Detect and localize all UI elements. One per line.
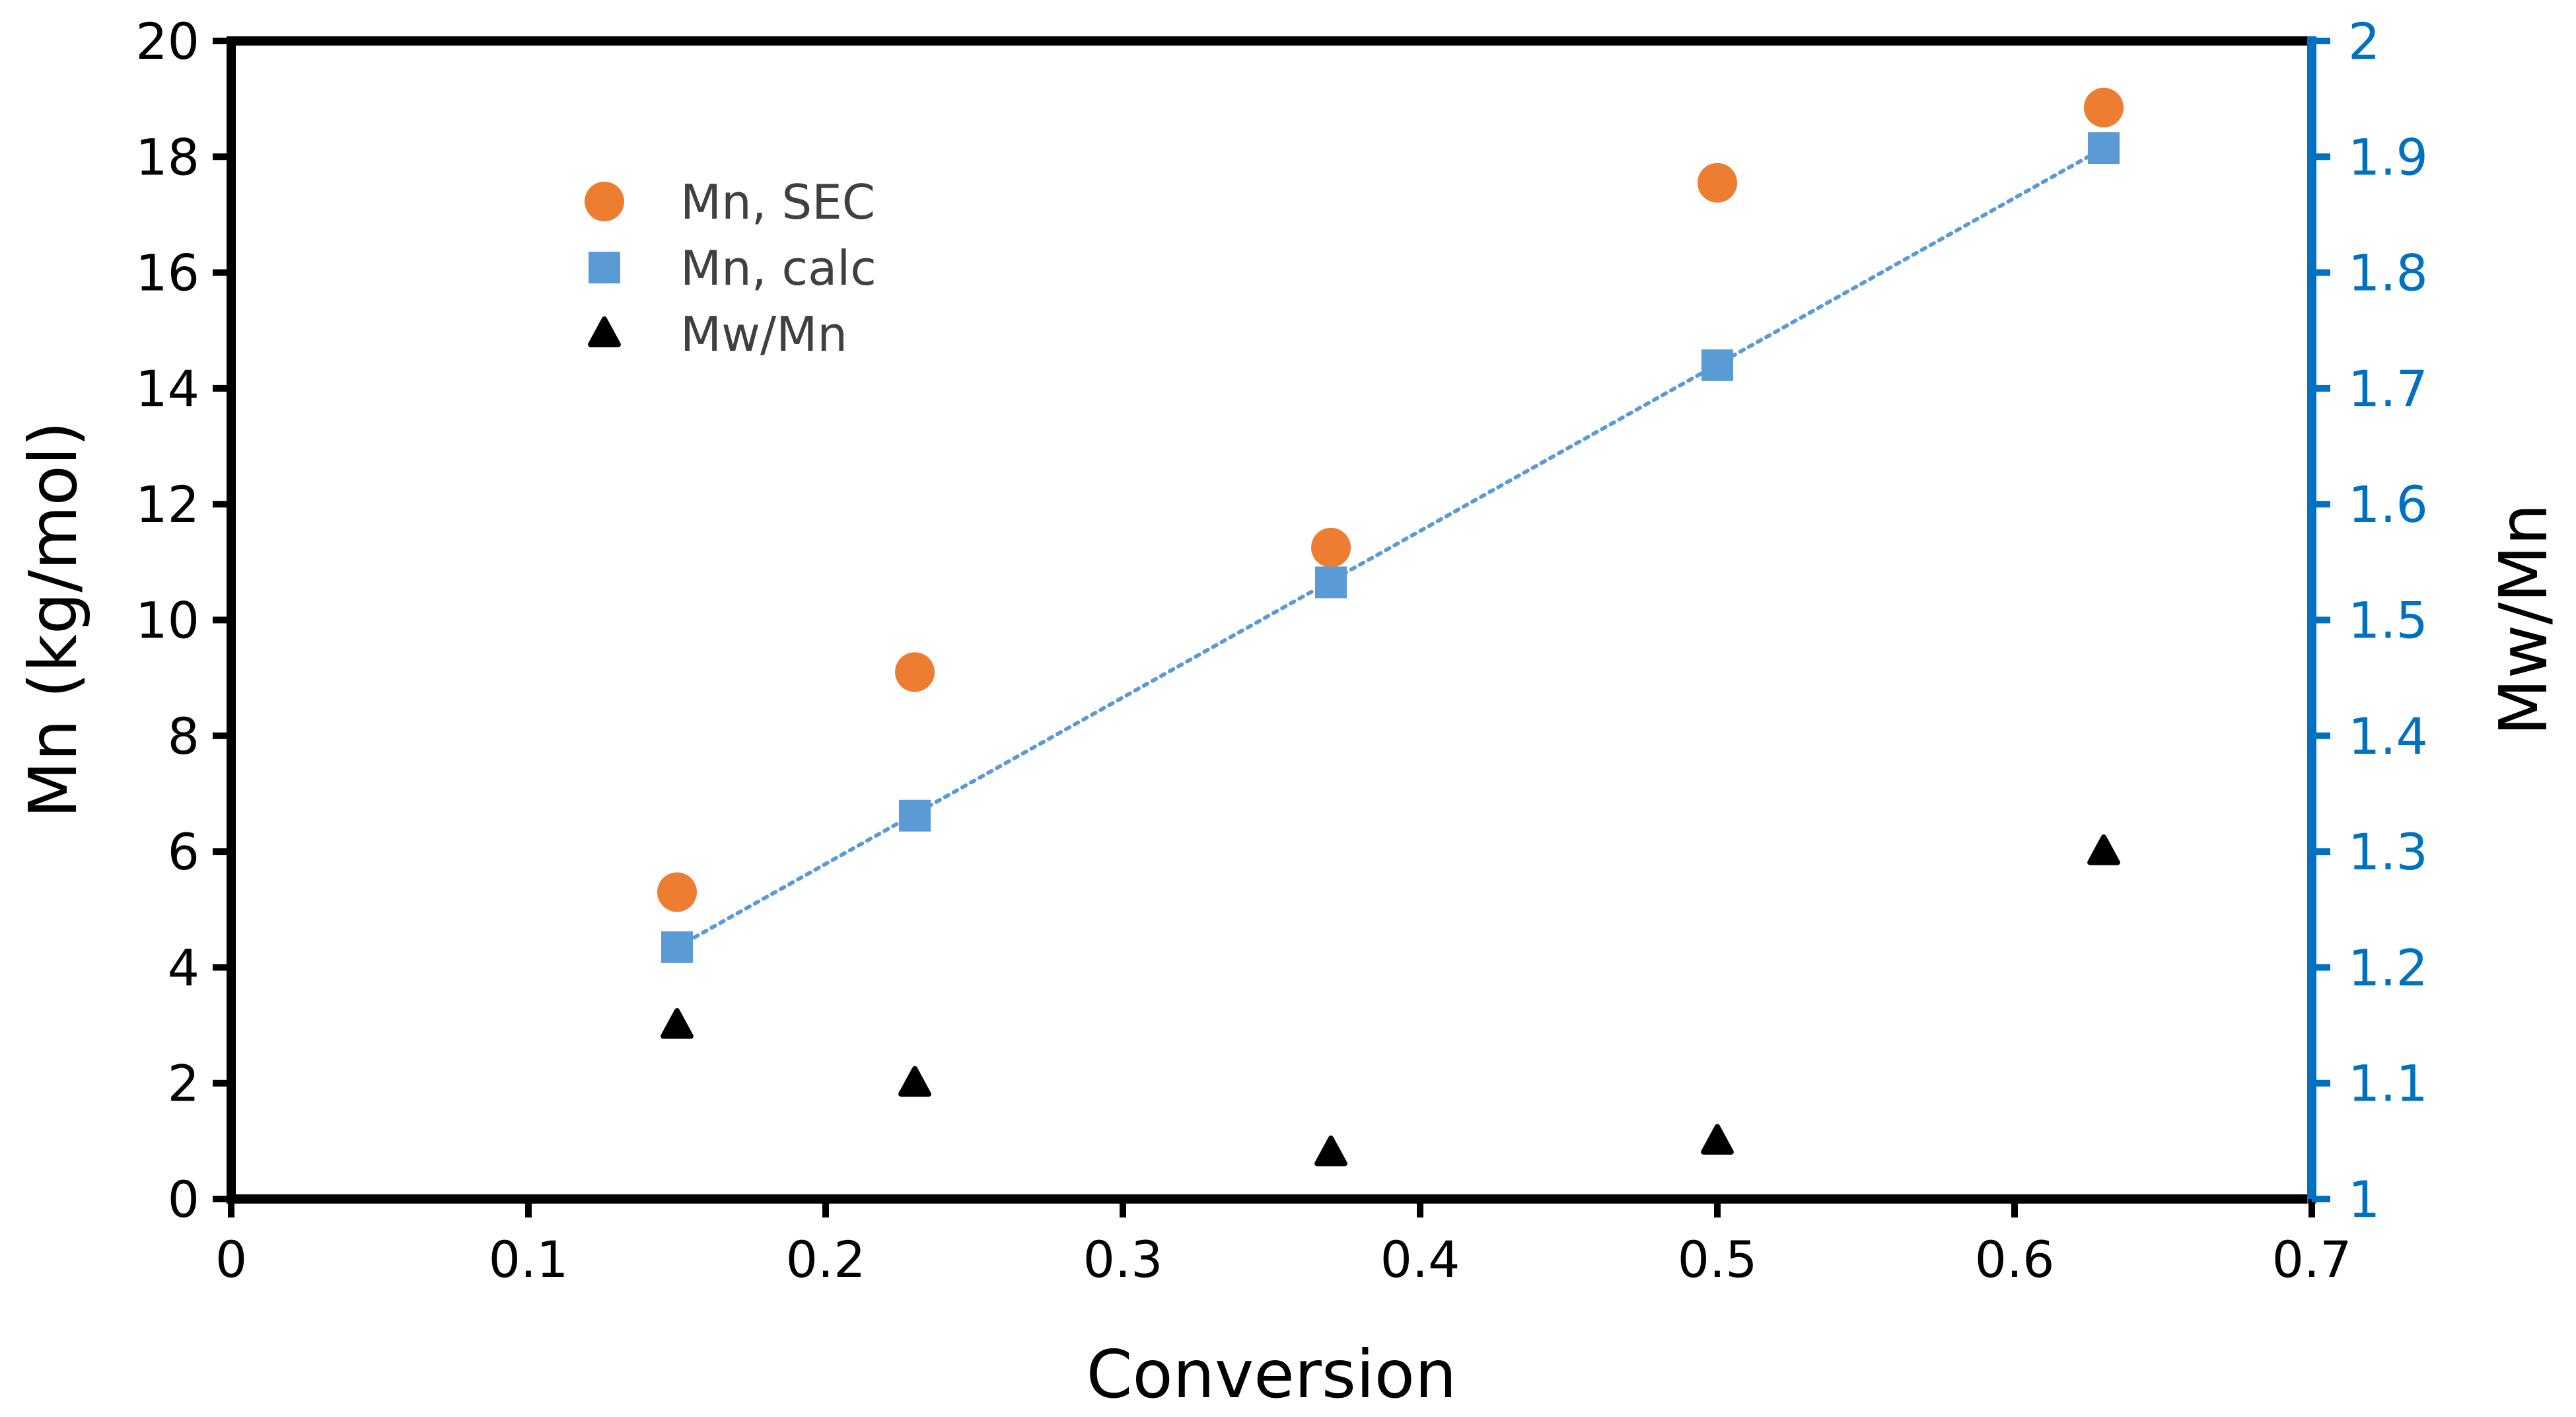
point-mn-calc [1315,566,1347,599]
y2-tick-label: 1.1 [2348,1054,2428,1113]
point-mn-calc [2088,132,2120,164]
point-mn-calc [1701,349,1733,381]
legend-marker-mw-mn [588,316,621,347]
x-tick-label: 0.6 [1975,1230,2055,1289]
y2-tick-label: 1.6 [2348,475,2428,534]
y-tick-label: 2 [168,1054,199,1113]
y2-tick-label: 1.9 [2348,127,2428,186]
trendline-mn-calc [675,146,2106,949]
y2-tick-label: 1.8 [2348,244,2428,303]
point-mn-calc [661,931,693,963]
point-mn-sec [895,652,935,692]
y-tick-label: 14 [135,359,199,418]
x-tick-label: 0.7 [2272,1230,2352,1289]
y-axis-title: Mn (kg/mol) [15,421,92,818]
x-axis-title: Conversion [1087,1336,1457,1413]
x-tick-label: 0.5 [1678,1230,1758,1289]
y2-axis-title: Mw/Mn [2485,503,2562,735]
point-mn-calc [899,799,931,832]
y-tick-label: 20 [135,12,199,71]
y-tick-label: 6 [168,822,199,881]
legend-label-mw-mn: Mw/Mn [680,307,847,362]
y-tick-label: 4 [168,938,199,997]
point-mn-sec [1311,527,1351,567]
point-mw-mn [1314,1135,1347,1167]
y-tick-label: 16 [135,244,199,303]
point-mn-sec [657,872,697,912]
y2-tick-label: 1 [2348,1170,2380,1229]
legend-label-mn-sec: Mn, SEC [680,174,875,230]
point-mw-mn [898,1066,931,1097]
point-mn-sec [1698,163,1737,203]
y-tick-label: 0 [168,1170,199,1229]
x-tick-label: 0.4 [1380,1230,1460,1289]
x-tick-label: 0.3 [1083,1230,1163,1289]
legend-marker-mn-calc [589,252,620,283]
y-tick-label: 8 [168,707,199,766]
legend-label-mn-calc: Mn, calc [680,240,877,296]
point-mw-mn [2087,834,2120,865]
x-tick-label: 0.2 [786,1230,866,1289]
y2-tick-label: 1.3 [2348,822,2428,881]
y-tick-label: 12 [135,475,199,534]
point-mw-mn [661,1008,694,1039]
x-tick-label: 0 [215,1230,247,1289]
y-tick-label: 10 [135,591,199,650]
y2-tick-label: 1.5 [2348,591,2428,650]
legend-marker-mn-sec [585,182,624,221]
x-tick-label: 0.1 [489,1230,569,1289]
y2-tick-label: 1.7 [2348,359,2428,418]
y-tick-label: 18 [135,127,199,186]
y2-tick-label: 1.2 [2348,938,2428,997]
point-mn-sec [2084,87,2124,127]
point-mw-mn [1701,1124,1734,1155]
y2-tick-label: 2 [2348,12,2380,71]
y2-tick-label: 1.4 [2348,707,2428,766]
